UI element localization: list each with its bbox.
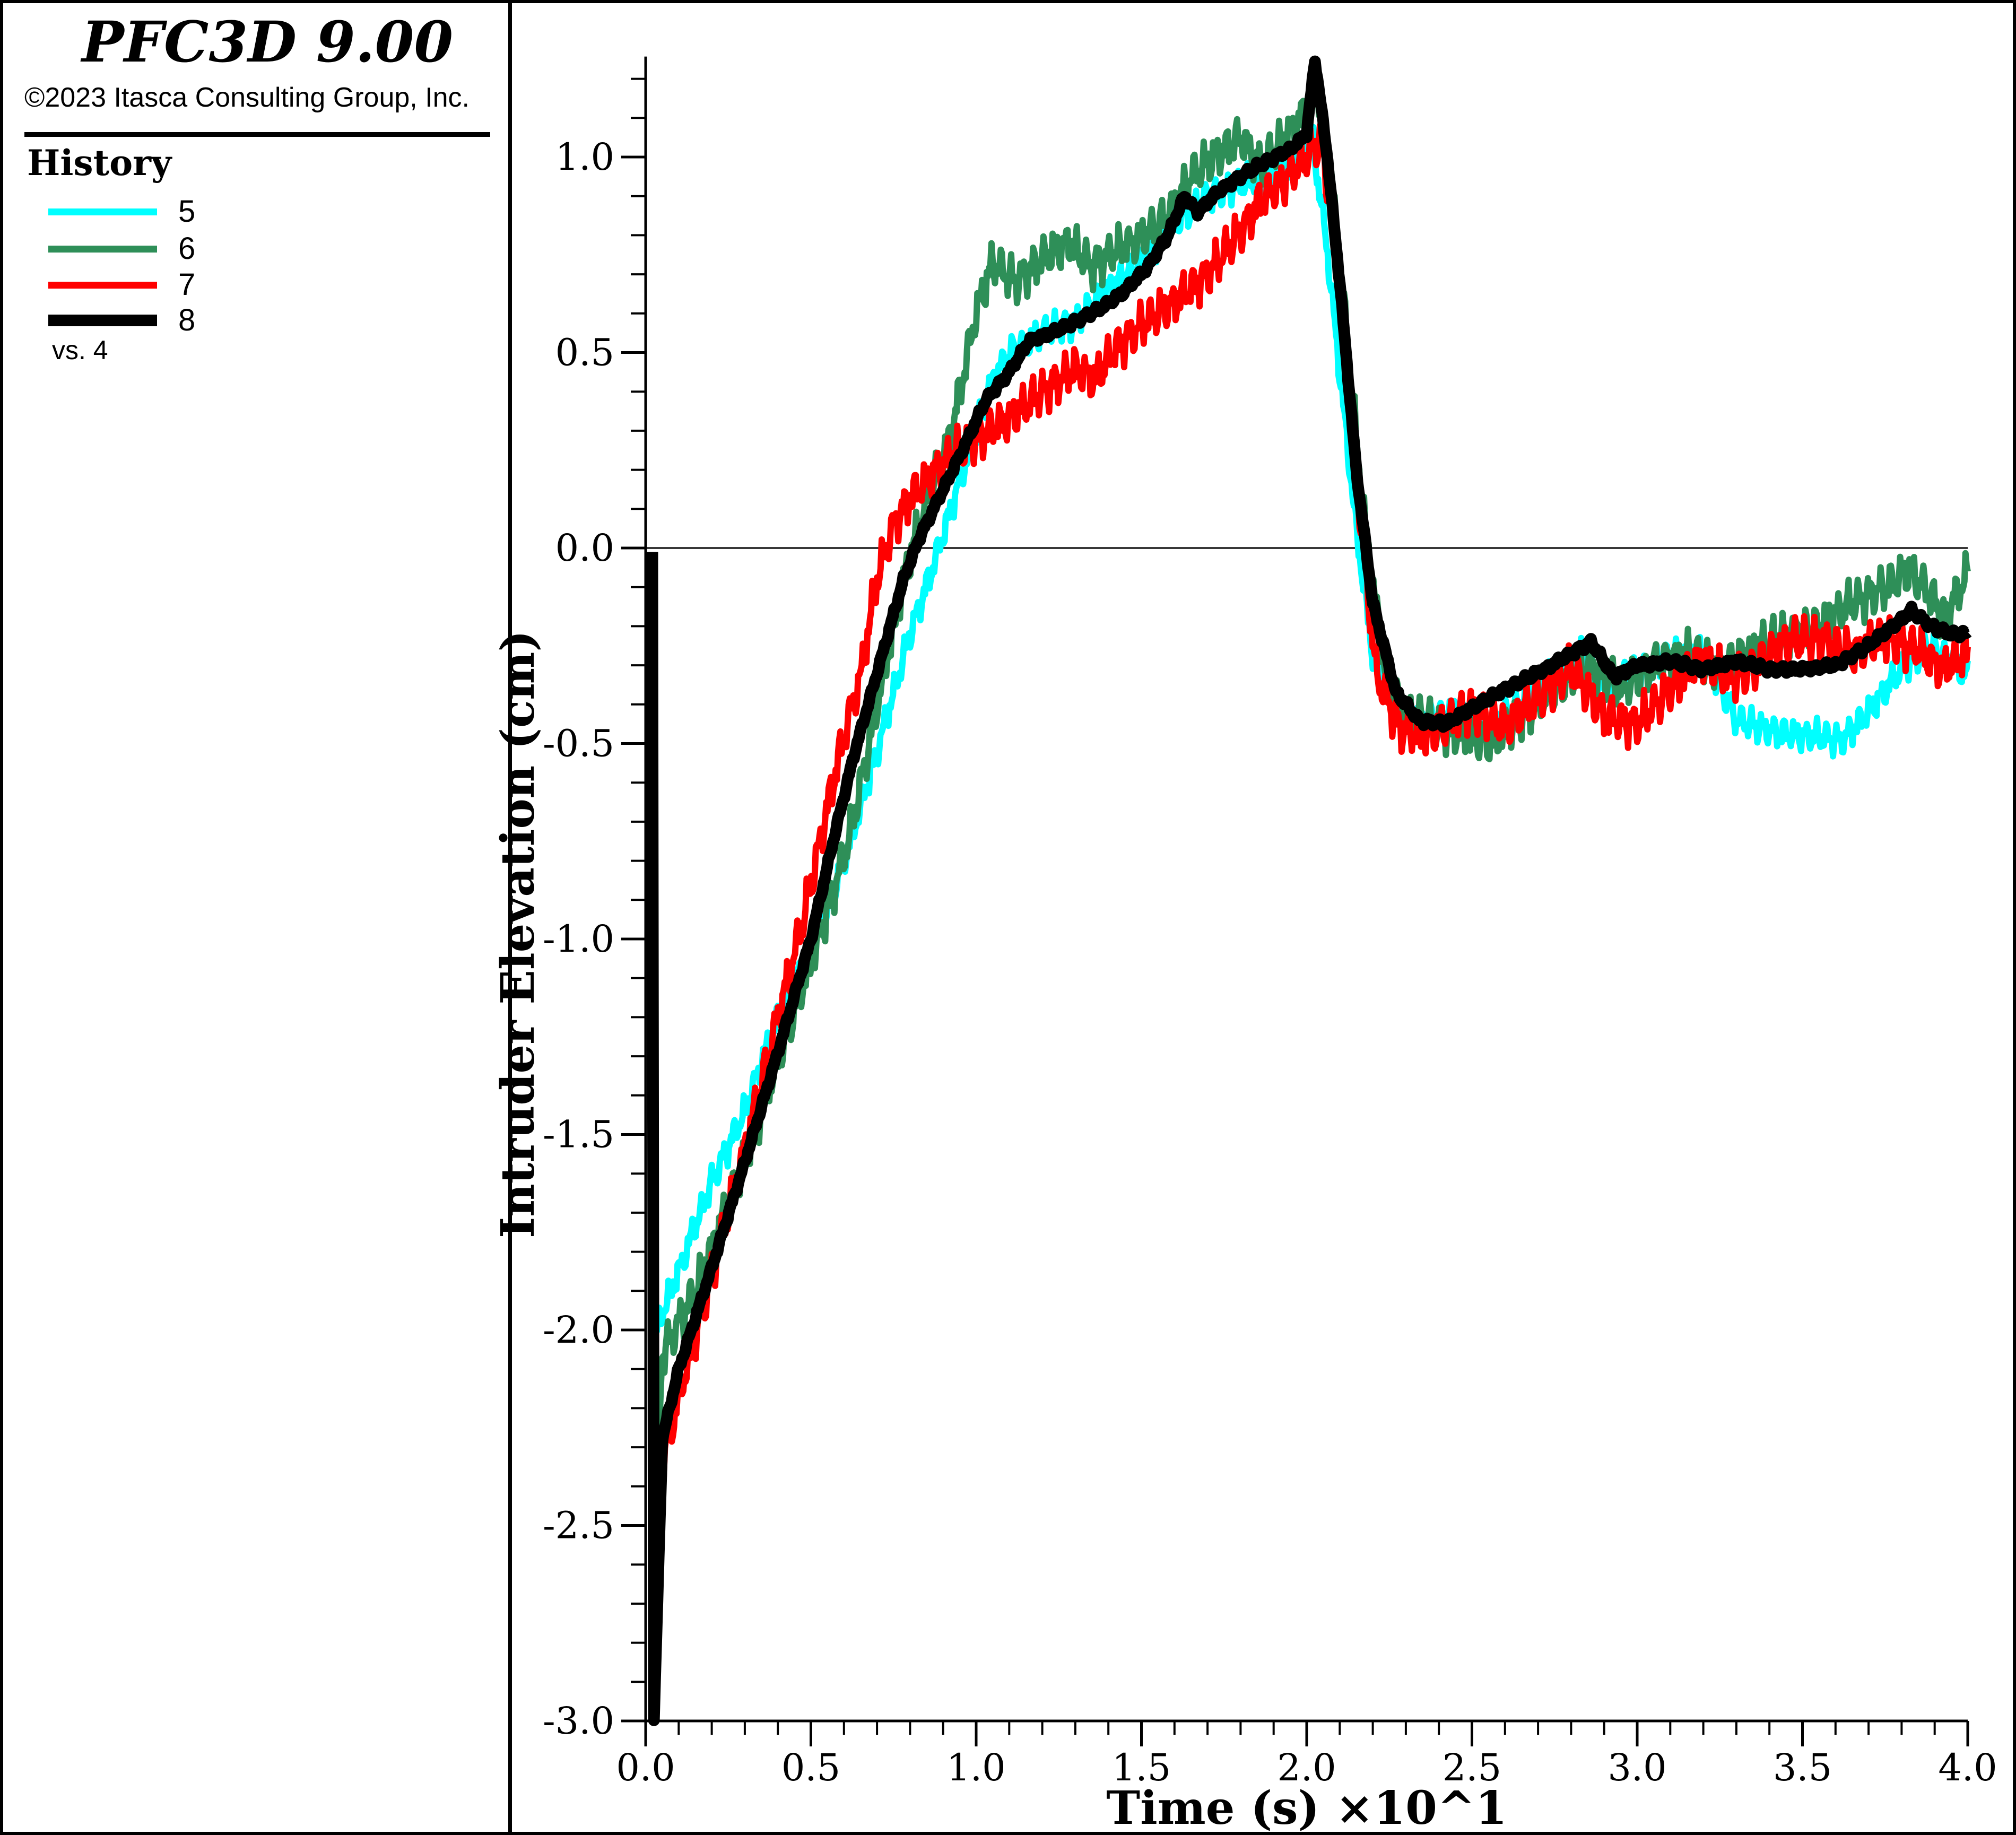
legend-item-history-7: 7 <box>48 269 367 300</box>
panel-separator <box>508 3 512 1832</box>
x-tick-label: 2.0 <box>1277 1746 1336 1789</box>
legend-vs-note: vs. 4 <box>52 335 108 365</box>
x-tick-label: 2.5 <box>1443 1746 1501 1789</box>
y-tick-label: -3.0 <box>543 1699 614 1743</box>
y-tick-label: -1.0 <box>543 917 614 961</box>
x-tick-label: 3.0 <box>1607 1746 1666 1789</box>
y-tick-label: -2.0 <box>543 1308 614 1352</box>
legend-title: History <box>27 142 172 184</box>
y-tick-label: -1.5 <box>543 1113 614 1156</box>
x-tick-label: 3.5 <box>1773 1746 1832 1789</box>
panel-divider <box>24 132 490 137</box>
history-6-line <box>652 72 1971 1508</box>
y-tick-label: 0.0 <box>555 526 614 570</box>
tick-labels: 1.00.50.0-0.5-1.0-1.5-2.0-2.5-3.00.0 0.5 1… <box>543 135 1997 1789</box>
app-title: PFC3D 9.00 <box>82 8 454 75</box>
y-tick-label: -0.5 <box>543 722 614 766</box>
legend-item-history-5: 5 <box>48 196 367 227</box>
x-tick-label: 0.5 <box>781 1746 840 1789</box>
legend-swatch-red <box>48 281 157 289</box>
y-tick-label: 0.5 <box>555 331 614 375</box>
legend-swatch-black <box>48 315 157 326</box>
x-tick-label: 0.0 <box>616 1746 675 1789</box>
history-chart: 1.00.50.0-0.5-1.0-1.5-2.0-2.5-3.00.0 0.5 1… <box>491 55 1997 1835</box>
copyright-text: ©2023 Itasca Consulting Group, Inc. <box>24 82 470 113</box>
x-tick-label: 1.0 <box>946 1746 1005 1789</box>
history-8-line <box>646 55 1972 1726</box>
legend-swatch-green <box>48 245 157 253</box>
x-axis-title: Time (s) ×10^1 <box>1106 1781 1507 1835</box>
legend-item-history-8: 8 <box>48 305 367 336</box>
x-tick-label: 4.0 <box>1938 1746 1997 1789</box>
y-axis-title: Intruder Elevation (cm) <box>491 630 545 1238</box>
y-tick-label: -2.5 <box>543 1504 614 1547</box>
data-series <box>646 55 1972 1726</box>
legend-item-history-6: 6 <box>48 233 367 264</box>
x-tick-label: 1.5 <box>1112 1746 1171 1789</box>
legend-swatch-cyan <box>48 208 157 215</box>
axes <box>621 56 1969 1746</box>
y-tick-label: 1.0 <box>555 135 614 179</box>
